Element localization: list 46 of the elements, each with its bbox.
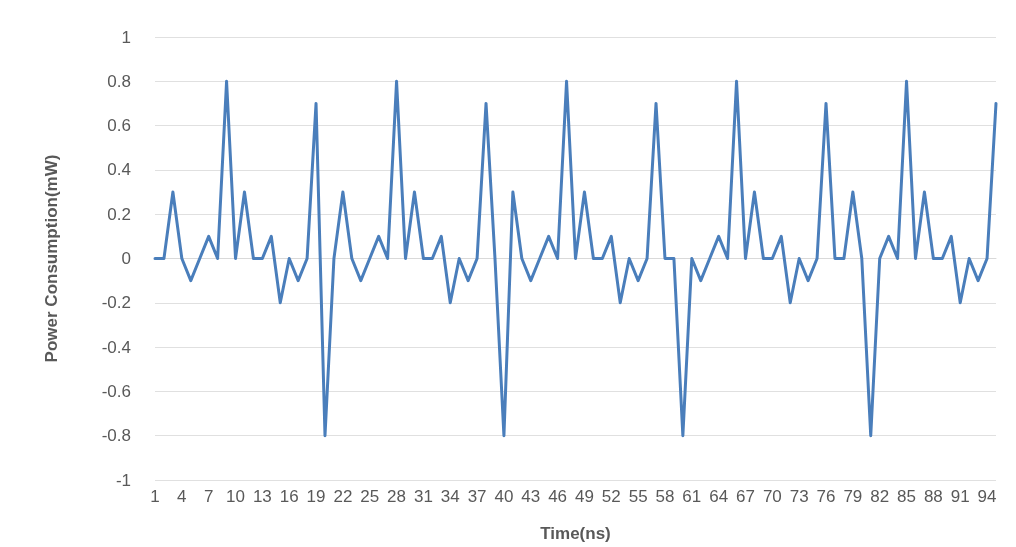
x-tick-label: 91 (950, 487, 970, 506)
x-axis-title: Time(ns) (540, 524, 611, 543)
y-axis-title: Power Consumption(mW) (42, 154, 61, 363)
x-tick-label: 52 (601, 487, 621, 506)
x-tick-label: 79 (843, 487, 863, 506)
x-tick-label: 31 (413, 487, 433, 506)
x-tick-label: 34 (440, 487, 460, 506)
x-tick-label: 82 (870, 487, 890, 506)
x-tick-label: 70 (762, 487, 782, 506)
x-tick-label: 19 (306, 487, 326, 506)
y-tick-label: -0.4 (101, 337, 131, 357)
x-tick-label: 37 (467, 487, 487, 506)
y-tick-label: 0.6 (107, 116, 131, 136)
x-tick-label: 58 (655, 487, 675, 506)
x-tick-label: 76 (816, 487, 836, 506)
x-tick-label: 73 (789, 487, 809, 506)
y-tick-label: -0.6 (101, 381, 131, 401)
x-tick-label: 67 (736, 487, 755, 506)
x-tick-label: 46 (548, 487, 568, 506)
x-tick-label: 16 (279, 487, 299, 506)
x-tick-label: 61 (682, 487, 702, 506)
x-tick-label: 10 (226, 487, 245, 506)
y-tick-label: 1 (121, 27, 131, 47)
y-tick-label: 0.8 (107, 71, 131, 91)
x-tick-label: 28 (387, 487, 407, 506)
x-tick-label: 88 (923, 487, 943, 506)
y-tick-label: 0 (121, 249, 131, 268)
x-tick-label: 49 (574, 487, 594, 506)
x-tick-label: 13 (252, 487, 272, 506)
x-tick-label: 7 (203, 487, 214, 506)
y-tick-label: -0.8 (101, 426, 131, 446)
x-tick-label: 22 (333, 487, 353, 506)
y-tick-label: 0.2 (107, 204, 131, 224)
x-tick-label: 4 (177, 487, 187, 506)
x-tick-label: 64 (709, 487, 729, 506)
x-tick-label: 55 (628, 487, 648, 506)
y-tick-label: -0.2 (101, 293, 131, 313)
x-tick-label: 85 (897, 487, 916, 506)
x-tick-label: 25 (360, 487, 380, 506)
y-tick-label: -1 (115, 470, 131, 490)
y-tick-label: 0.4 (107, 160, 131, 180)
line-series (153, 79, 998, 438)
x-tick-label: 43 (521, 487, 541, 506)
x-tick-label: 40 (494, 487, 514, 506)
x-tick-label: 94 (977, 487, 997, 506)
x-tick-label: 1 (150, 487, 160, 506)
